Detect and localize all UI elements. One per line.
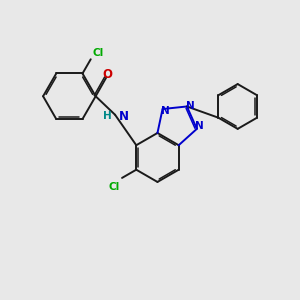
Text: Cl: Cl [108,182,120,191]
Text: N: N [118,110,129,123]
Text: N: N [196,122,204,131]
Text: N: N [186,101,195,112]
Text: O: O [103,68,112,81]
Text: H: H [103,111,112,121]
Text: Cl: Cl [92,48,103,58]
Text: N: N [161,106,170,116]
